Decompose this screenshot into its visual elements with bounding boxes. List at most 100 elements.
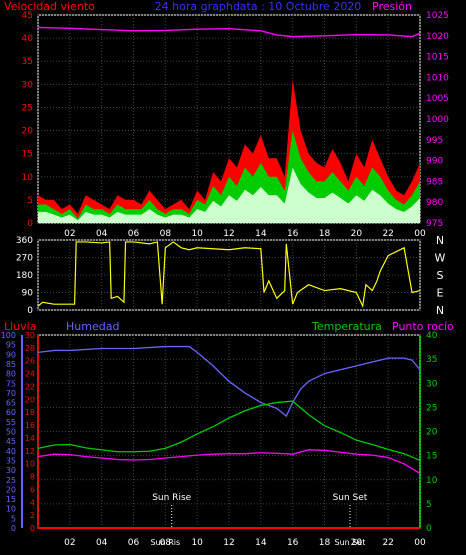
humidity-y-tick-label: 45: [6, 437, 16, 446]
dewpoint-title: Punto rocío: [392, 320, 454, 333]
dewpoint-line: [37, 449, 421, 475]
humidity-y-tick-label: 80: [6, 370, 16, 379]
humidity-y-tick-label: 90: [6, 350, 16, 359]
wind-direction-line: [37, 241, 421, 309]
humidity-y-tick-label: 75: [6, 379, 16, 388]
wind-y-tick-label: 40: [22, 34, 34, 44]
rain-y-tick-label: 18: [25, 408, 35, 417]
humidity-panel: 0510152025303540455055606570758085909510…: [1, 331, 438, 548]
direction-y-tick-label: 180: [16, 271, 33, 281]
wind-x-tick-label: 10: [191, 229, 203, 239]
rain-y-tick-label: 0: [30, 524, 35, 533]
pressure-y-tick-label: 1025: [426, 11, 449, 21]
pressure-y-tick-label: 980: [426, 198, 443, 208]
wind-panel: 0510152025303540459759809859909951000100…: [22, 11, 450, 239]
pressure-y-tick-label: 1015: [426, 53, 449, 63]
wind-low-area: [38, 167, 420, 223]
humidity-y-tick-label: 5: [11, 514, 16, 523]
humidity-y-tick-label: 60: [6, 408, 16, 417]
humidity-title: Humedad: [66, 320, 119, 333]
wind-x-tick-label: 06: [128, 229, 140, 239]
pressure-y-tick-label: 985: [426, 177, 443, 187]
humidity-x-tick-label: 04: [96, 538, 108, 548]
wind-x-tick-label: 20: [351, 229, 363, 239]
wind-x-tick-label: 08: [160, 229, 172, 239]
wind-y-tick-label: 45: [22, 11, 33, 21]
wind-y-tick-label: 15: [22, 150, 33, 160]
temperature-y-tick-label: 30: [426, 379, 438, 389]
wind-y-tick-label: 0: [27, 219, 33, 229]
humidity-y-tick-label: 25: [6, 476, 16, 485]
temperature-y-tick-label: 20: [426, 428, 438, 438]
wind-y-tick-label: 10: [22, 173, 34, 183]
wind-y-tick-label: 30: [22, 80, 34, 90]
pressure-title: Presión: [372, 0, 412, 13]
rain-y-tick-label: 2: [30, 511, 35, 520]
humidity-y-tick-label: 95: [6, 341, 16, 350]
wind-y-tick-label: 20: [22, 127, 34, 137]
humidity-y-tick-label: 85: [6, 360, 16, 369]
humidity-y-tick-label: 70: [6, 389, 16, 398]
compass-label: S: [437, 269, 444, 282]
rain-y-tick-label: 12: [25, 447, 35, 456]
wind-x-tick-label: 22: [382, 229, 393, 239]
wind-x-tick-label: 02: [64, 229, 75, 239]
pressure-y-tick-label: 995: [426, 136, 443, 146]
sun-bottom-label: Sun Ris: [150, 538, 180, 547]
humidity-x-tick-label: 18: [319, 538, 331, 548]
direction-y-tick-label: 90: [22, 289, 34, 299]
temperature-y-tick-label: 15: [426, 452, 437, 462]
direction-y-tick-label: 360: [16, 236, 33, 246]
wind-x-tick-label: 14: [255, 229, 267, 239]
rain-y-tick-label: 10: [25, 460, 35, 469]
rain-y-tick-label: 30: [25, 331, 35, 340]
humidity-y-tick-label: 20: [6, 485, 16, 494]
temperature-y-tick-label: 5: [426, 500, 432, 510]
direction-y-tick-label: 270: [16, 254, 33, 264]
humidity-x-tick-label: 14: [255, 538, 267, 548]
compass-label: W: [435, 252, 446, 265]
rain-y-tick-label: 4: [30, 498, 35, 507]
rain-y-tick-label: 14: [25, 434, 35, 443]
rain-title: Lluvia: [4, 320, 36, 333]
humidity-x-tick-label: 22: [382, 538, 393, 548]
humidity-x-tick-label: 06: [128, 538, 140, 548]
wind-y-tick-label: 35: [22, 57, 33, 67]
humidity-y-tick-label: 35: [6, 456, 16, 465]
humidity-x-tick-label: 20: [351, 538, 363, 548]
humidity-line: [37, 345, 421, 418]
rain-y-tick-label: 24: [25, 370, 35, 379]
wind-x-tick-label: 16: [287, 229, 299, 239]
pressure-y-tick-label: 990: [426, 157, 443, 167]
humidity-y-tick-label: 10: [6, 505, 16, 514]
sun-bottom-label: Sun Set: [335, 538, 366, 547]
temperature-y-tick-label: 25: [426, 403, 437, 413]
humidity-x-tick-label: 16: [287, 538, 299, 548]
pressure-y-tick-label: 1020: [426, 32, 449, 42]
temperature-y-tick-label: 10: [426, 476, 438, 486]
temperature-y-tick-label: 35: [426, 355, 437, 365]
pressure-y-tick-label: 1000: [426, 115, 449, 125]
rain-y-tick-label: 28: [25, 344, 35, 353]
pressure-y-tick-label: 975: [426, 219, 443, 229]
pressure-line: [37, 26, 421, 38]
chart-date-title: 24 hora graphdata : 10 Octubre 2020: [155, 0, 362, 13]
humidity-x-tick-label: 02: [64, 538, 75, 548]
wind-x-tick-label: 12: [223, 229, 234, 239]
humidity-x-tick-label: 10: [191, 538, 203, 548]
wind-x-tick-label: 18: [319, 229, 331, 239]
wind-speed-title: Velocidad viento: [4, 0, 95, 13]
compass-label: E: [437, 287, 444, 300]
sun-marker-label: Sun Set: [333, 493, 368, 503]
humidity-y-tick-label: 50: [6, 428, 16, 437]
humidity-y-tick-label: 15: [6, 495, 16, 504]
wind-y-tick-label: 5: [27, 196, 33, 206]
humidity-y-tick-label: 100: [1, 331, 16, 340]
humidity-x-tick-label: 08: [160, 538, 172, 548]
rain-y-tick-label: 22: [25, 382, 35, 391]
temperature-y-tick-label: 0: [426, 524, 432, 534]
temperature-title: Temperatura: [311, 320, 382, 333]
